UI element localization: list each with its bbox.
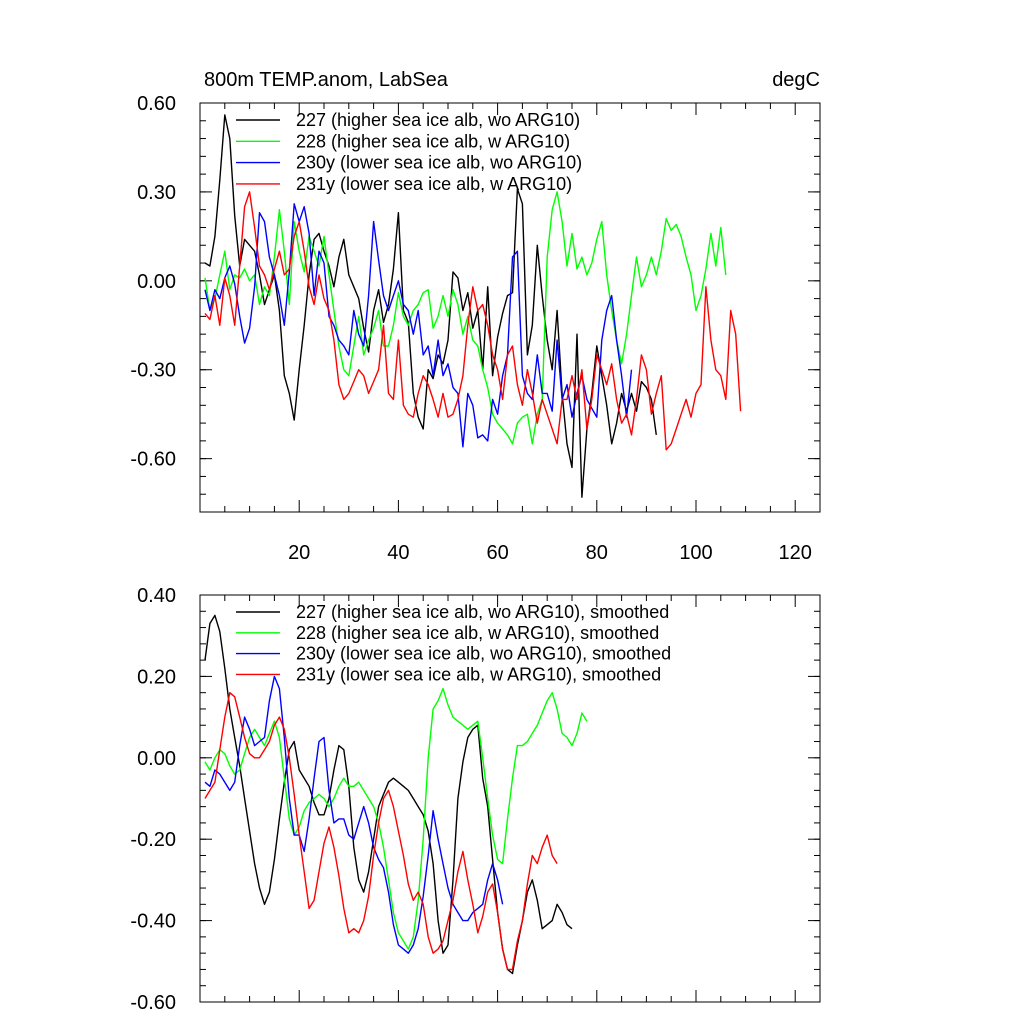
series-line-4 bbox=[204, 191, 742, 451]
top-panel-title: 800m TEMP.anom, LabSea bbox=[204, 69, 449, 91]
plot-frame bbox=[199, 102, 821, 513]
plot-frame bbox=[199, 594, 821, 1003]
legend-label: 227 (higher sea ice alb, wo ARG10), smoo… bbox=[296, 602, 669, 622]
y-tick-label: 0.30 bbox=[137, 182, 176, 204]
y-tick-label: -0.40 bbox=[130, 911, 176, 933]
legend-label: 231y (lower sea ice alb, w ARG10) bbox=[296, 174, 572, 194]
legend: 227 (higher sea ice alb, wo ARG10)228 (h… bbox=[236, 110, 582, 194]
bottom-panel: 0.40 0.20 0.00 -0.20 -0.40 -0.60 227 (higher s… bbox=[130, 585, 821, 1014]
top-panel: 800m TEMP.anom, LabSea degC 0.60 0.30 0.00… bbox=[130, 69, 821, 564]
y-tick-label: 0.40 bbox=[137, 585, 176, 607]
y-tick-label: -0.30 bbox=[130, 360, 176, 382]
series-line-1 bbox=[204, 114, 657, 498]
y-tick-label: -0.60 bbox=[130, 449, 176, 471]
x-tick-label: 80 bbox=[586, 542, 608, 564]
series-line-4 bbox=[204, 692, 558, 971]
y-tick-label: 0.00 bbox=[137, 271, 176, 293]
y-tick-label: -0.20 bbox=[130, 829, 176, 851]
x-tick-label: 100 bbox=[679, 542, 712, 564]
series-line-1 bbox=[204, 614, 573, 975]
y-tick-label: 0.60 bbox=[137, 93, 176, 115]
y-tick-label: 0.20 bbox=[137, 666, 176, 688]
x-tick-label: 40 bbox=[387, 542, 409, 564]
legend-label: 231y (lower sea ice alb, w ARG10), smoot… bbox=[296, 664, 661, 684]
legend-label: 228 (higher sea ice alb, w ARG10) bbox=[296, 131, 570, 151]
x-tick-label: 120 bbox=[779, 542, 812, 564]
bottom-plot-area: 0.40 0.20 0.00 -0.20 -0.40 -0.60 227 (higher s… bbox=[130, 585, 821, 1014]
y-tick-label: -0.60 bbox=[130, 992, 176, 1014]
top-panel-units: degC bbox=[772, 69, 820, 91]
legend-label: 228 (higher sea ice alb, w ARG10), smoot… bbox=[296, 623, 659, 643]
x-tick-label: 60 bbox=[486, 542, 508, 564]
series-line-2 bbox=[204, 191, 727, 445]
y-tick-label: 0.00 bbox=[137, 748, 176, 770]
legend-label: 230y (lower sea ice alb, wo ARG10) bbox=[296, 153, 582, 173]
series-line-2 bbox=[204, 687, 588, 950]
legend-label: 227 (higher sea ice alb, wo ARG10) bbox=[296, 110, 580, 130]
x-tick-label: 20 bbox=[288, 542, 310, 564]
series-line-3 bbox=[204, 203, 633, 448]
legend-label: 230y (lower sea ice alb, wo ARG10), smoo… bbox=[296, 644, 671, 664]
series-line-3 bbox=[204, 675, 504, 954]
top-plot-area: 0.60 0.30 0.00 -0.30 -0.60 20 40 60 80 100 120 227 … bbox=[130, 93, 821, 564]
legend: 227 (higher sea ice alb, wo ARG10), smoo… bbox=[236, 602, 671, 684]
